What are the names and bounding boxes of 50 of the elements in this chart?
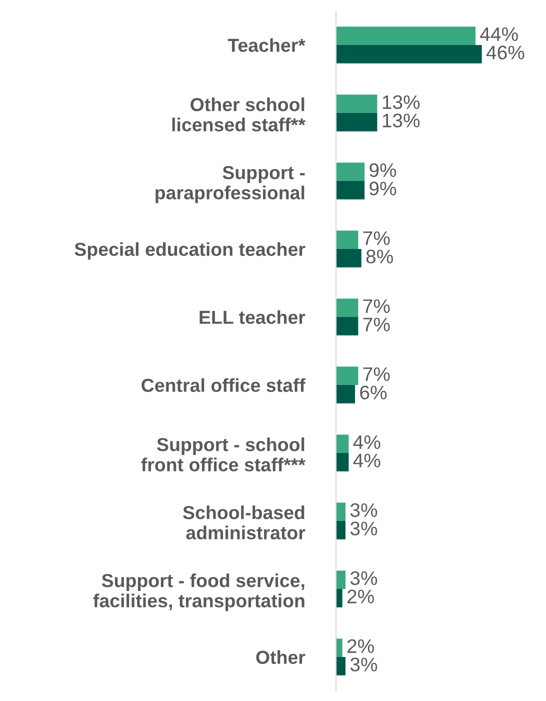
data-label: 2% — [347, 639, 374, 653]
bar — [336, 502, 346, 521]
data-label: 46% — [486, 46, 524, 60]
bar — [336, 366, 358, 385]
bar — [336, 657, 346, 676]
data-label: 4% — [353, 435, 380, 449]
bar — [336, 298, 358, 317]
bar — [336, 434, 349, 453]
data-label: 2% — [347, 590, 374, 604]
y-tick-label: Other — [256, 650, 306, 664]
bar — [336, 249, 362, 268]
data-label: 7% — [363, 367, 390, 381]
bar — [336, 26, 476, 45]
bar — [336, 570, 346, 589]
data-label: 7% — [363, 231, 390, 245]
data-label: 6% — [360, 386, 387, 400]
data-label: 44% — [480, 27, 518, 41]
data-label: 7% — [363, 318, 390, 332]
data-label: 4% — [353, 454, 380, 468]
y-tick-label: Support - food service, facilities, transportation — [93, 573, 304, 612]
bar — [336, 113, 378, 132]
y-tick-label: Central office staff — [142, 378, 306, 392]
data-label: 9% — [370, 163, 396, 178]
y-tick-label: School-based administrator — [183, 505, 306, 540]
y-tick-label: Special education teacher — [74, 242, 306, 260]
bar — [336, 638, 342, 657]
bar — [336, 317, 358, 336]
data-label: 7% — [363, 299, 390, 313]
data-label: 13% — [382, 114, 420, 128]
data-label: 9% — [370, 182, 396, 196]
data-label: 13% — [382, 95, 420, 110]
bar — [336, 589, 342, 608]
bar — [336, 385, 356, 404]
bar — [336, 94, 378, 113]
bar — [336, 162, 365, 181]
data-label: 3% — [350, 503, 378, 518]
bar — [336, 181, 365, 200]
y-tick-label: Other school licensed staff** — [172, 97, 306, 132]
bar — [336, 453, 349, 472]
y-tick-label: ELL teacher — [200, 310, 306, 324]
bar — [336, 521, 346, 540]
data-label: 3% — [350, 658, 378, 672]
bar — [336, 45, 482, 64]
data-label: 3% — [350, 522, 378, 536]
y-tick-label: Support - paraprofessional — [156, 166, 305, 204]
data-label: 8% — [366, 250, 393, 264]
bar — [336, 230, 358, 249]
y-tick-label: Teacher* — [228, 38, 306, 52]
y-tick-label: Support - school front office staff*** — [141, 437, 306, 472]
data-label: 3% — [350, 571, 378, 586]
